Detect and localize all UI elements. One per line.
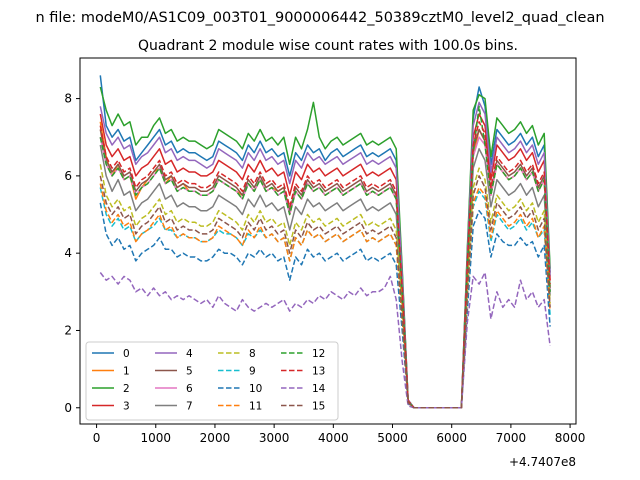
legend-label-1: 1 [123, 366, 130, 378]
legend-label-13: 13 [312, 366, 325, 378]
series-line-12 [99, 105, 551, 409]
x-tick-label: 8000 [555, 431, 586, 445]
x-tick-label: 7000 [496, 431, 527, 445]
x-tick-label: 0 [93, 431, 101, 445]
x-tick-label: 6000 [436, 431, 467, 445]
legend-label-5: 5 [186, 366, 193, 378]
axes-frame [79, 57, 577, 425]
legend-label-10: 10 [249, 383, 262, 395]
legend-label-0: 0 [123, 348, 130, 360]
series-line-7 [99, 144, 551, 409]
legend-label-15: 15 [312, 401, 325, 413]
series-line-0 [99, 75, 551, 409]
x-offset-label: +4.7407e8 [509, 455, 576, 469]
x-tick-label: 4000 [318, 431, 349, 445]
series-line-13 [99, 121, 551, 409]
y-tick-label: 6 [64, 169, 72, 183]
series-line-4 [99, 101, 551, 409]
series-line-3 [99, 113, 551, 409]
series-line-14 [99, 271, 551, 409]
legend-box [85, 341, 339, 421]
series-layer [99, 75, 551, 409]
legend-label-4: 4 [186, 348, 193, 360]
y-tick-label: 2 [64, 323, 72, 337]
series-line-10 [99, 202, 551, 409]
legend-label-12: 12 [312, 348, 325, 360]
legend-label-2: 2 [123, 383, 130, 395]
x-tick-label: 1000 [140, 431, 171, 445]
legend-label-14: 14 [312, 383, 326, 395]
legend-label-6: 6 [186, 383, 193, 395]
y-tick-label: 8 [64, 92, 72, 106]
legend-label-3: 3 [123, 401, 130, 413]
y-tick-label: 4 [64, 246, 72, 260]
axes-title: Quadrant 2 module wise count rates with … [138, 38, 518, 54]
legend-label-9: 9 [249, 366, 256, 378]
y-tick-label: 0 [64, 401, 72, 415]
legend-label-7: 7 [186, 401, 193, 413]
series-line-11 [99, 183, 551, 409]
tick-layer: 0 1000 2000 3000 4000 5000 6000 7000 8000 0 2 4 6 8 [64, 92, 585, 445]
figure-suptitle: n file: modeM0/AS1C09_003T01_9000006442_… [35, 10, 604, 26]
legend-label-8: 8 [249, 348, 256, 360]
legend-label-11: 11 [249, 401, 262, 413]
series-line-8 [99, 164, 551, 409]
series-line-2 [99, 86, 551, 409]
x-tick-label: 2000 [200, 431, 231, 445]
series-line-15 [99, 175, 551, 409]
x-tick-label: 5000 [377, 431, 408, 445]
x-tick-label: 3000 [259, 431, 290, 445]
